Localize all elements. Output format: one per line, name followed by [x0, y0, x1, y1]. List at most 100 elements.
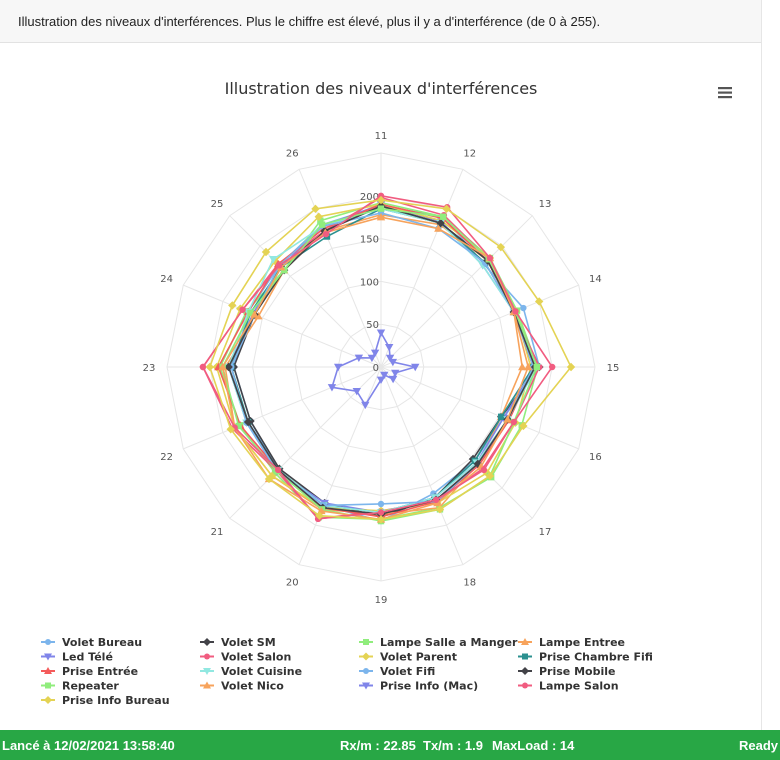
data-point: [239, 306, 246, 313]
legend-item[interactable]: Volet Cuisine: [200, 665, 302, 678]
status-rx: Rx/m : 22.85: [340, 738, 416, 753]
info-message: Illustration des niveaux d'interférences…: [18, 14, 601, 29]
data-point: [218, 362, 227, 371]
data-point: [334, 363, 343, 372]
legend-label: Volet Parent: [380, 651, 457, 664]
data-point: [380, 371, 389, 380]
data-point: [503, 415, 512, 423]
grid-spoke: [380, 215, 533, 368]
legend-label: Volet Bureau: [62, 636, 142, 649]
data-point: [377, 192, 385, 199]
legend-item[interactable]: Volet Bureau: [41, 636, 142, 649]
legend-item[interactable]: Lampe Salon: [518, 680, 619, 693]
data-point: [432, 496, 440, 504]
radial-tick-label: 50: [366, 320, 379, 331]
grid-spoke: [298, 169, 382, 368]
data-point: [327, 384, 337, 392]
data-point: [436, 218, 445, 228]
data-point: [276, 262, 283, 269]
data-point: [549, 363, 556, 371]
category-label: 25: [211, 199, 224, 210]
legend-item[interactable]: Prise Chambre Fifi: [518, 651, 653, 664]
legend-item[interactable]: Led Télé: [41, 651, 113, 664]
legend-label: Lampe Salle a Manger: [380, 636, 518, 649]
data-point: [45, 682, 51, 689]
category-label: 11: [375, 131, 388, 142]
data-point: [354, 354, 364, 363]
data-point: [274, 466, 282, 474]
data-point: [203, 668, 211, 675]
data-point: [44, 653, 52, 661]
data-point: [44, 696, 52, 704]
legend-item[interactable]: Prise Info (Mac): [359, 680, 478, 693]
data-point: [318, 221, 326, 228]
legend-item[interactable]: Volet SM: [200, 636, 276, 649]
data-point: [377, 509, 385, 516]
data-point: [522, 682, 528, 689]
data-point: [367, 354, 377, 363]
data-point: [247, 309, 254, 317]
data-point: [205, 362, 214, 372]
legend-item[interactable]: Volet Parent: [359, 651, 457, 664]
data-point: [512, 308, 519, 315]
data-point: [518, 362, 527, 371]
data-point: [434, 224, 443, 232]
radar-series: [199, 192, 576, 525]
legend-item[interactable]: Prise Entrée: [41, 665, 138, 678]
radial-tick-label: 150: [360, 235, 379, 246]
data-point: [510, 418, 518, 426]
status-bar: Lancé à 12/02/2021 13:58:40 Rx/m : 22.85…: [0, 730, 780, 760]
series-group: [199, 192, 556, 523]
category-label: 24: [160, 274, 173, 285]
data-point: [352, 388, 361, 396]
legend-item[interactable]: Lampe Salle a Manger: [359, 636, 518, 649]
data-point: [204, 653, 210, 660]
chart-legend: Volet Bureau Volet SM Lampe Salle a Manger…: [41, 636, 653, 707]
data-point: [314, 212, 323, 221]
data-point: [520, 304, 527, 312]
data-point: [480, 466, 488, 474]
legend-item[interactable]: Prise Info Bureau: [41, 694, 170, 707]
data-point: [486, 254, 494, 262]
legend-label: Prise Chambre Fifi: [539, 651, 653, 664]
data-point: [370, 349, 380, 357]
grid-spoke: [380, 284, 579, 368]
legend-item[interactable]: Repeater: [41, 680, 119, 693]
legend-label: Repeater: [62, 680, 119, 693]
status-tx: Tx/m : 1.9: [423, 738, 483, 753]
grid-spoke: [380, 366, 579, 450]
grid-spoke: [380, 366, 533, 519]
radar-chart: Illustration des niveaux d'interférences…: [41, 79, 735, 707]
category-label: 13: [539, 199, 552, 210]
legend-label: Volet Salon: [221, 651, 291, 664]
data-point: [362, 682, 370, 690]
data-point: [411, 363, 420, 372]
data-point: [235, 422, 242, 430]
data-point: [203, 681, 211, 689]
data-point: [44, 667, 52, 674]
data-point: [250, 310, 259, 318]
panel-border: [761, 0, 762, 730]
category-label: 19: [375, 595, 388, 606]
data-point: [524, 362, 533, 371]
legend-item[interactable]: Volet Nico: [200, 680, 284, 693]
legend-item[interactable]: Volet Fifi: [359, 665, 435, 678]
legend-item[interactable]: Prise Mobile: [518, 665, 615, 678]
category-label: 18: [463, 577, 476, 588]
legend-item[interactable]: Volet Salon: [200, 651, 291, 664]
legend-item[interactable]: Lampe Entree: [518, 636, 625, 649]
chart-title: Illustration des niveaux d'interférences: [225, 79, 538, 98]
radial-tick-label: 0: [373, 363, 379, 374]
data-point: [203, 638, 211, 646]
grid-spoke: [380, 169, 464, 368]
data-point: [376, 213, 386, 221]
legend-label: Led Télé: [62, 651, 113, 664]
data-point: [388, 358, 398, 367]
data-point: [377, 500, 385, 508]
status-started: Lancé à 12/02/2021 13:58:40: [2, 738, 175, 753]
data-point: [45, 639, 51, 645]
radial-tick-label: 100: [360, 277, 379, 288]
data-point: [199, 363, 207, 371]
chart-menu-button[interactable]: [713, 81, 735, 103]
data-point: [388, 375, 398, 384]
